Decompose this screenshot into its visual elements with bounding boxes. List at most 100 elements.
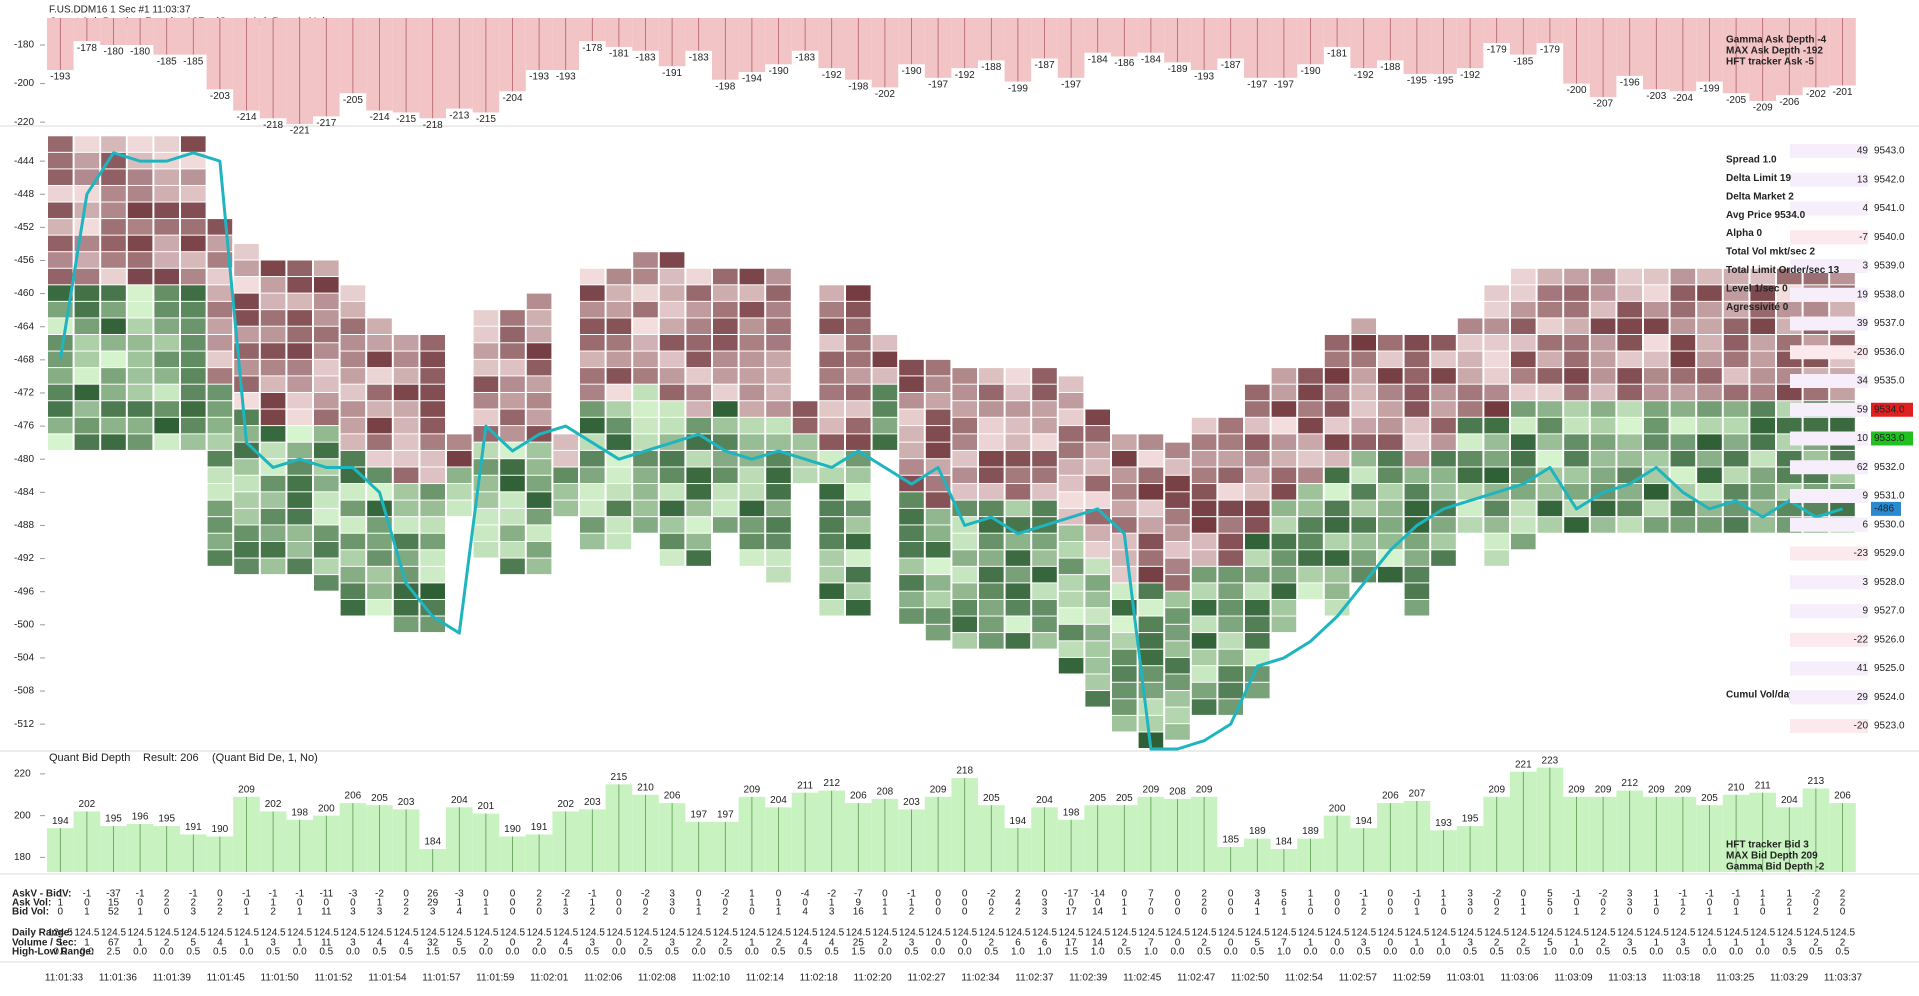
footprint-column [1723,268,1749,533]
footprint-cell [1670,384,1696,401]
y2-tick-label: 9527.0 [1874,606,1905,617]
footprint-cell [739,335,765,351]
footprint-cell [1058,591,1084,608]
footprint-cell [1590,417,1616,434]
footprint-cell [1324,484,1350,500]
footprint-cell [659,467,685,484]
table-cell: 124.5 [1537,928,1562,939]
footprint-cell [633,384,658,401]
footprint-cell [766,351,791,368]
footprint-cell [580,500,605,517]
footprint-cell [1112,467,1137,484]
footprint-cell [925,426,951,442]
table-cell: 124.5 [1112,928,1137,939]
footprint-cell [207,434,233,450]
info-line: Spread 1.0 [1726,155,1777,166]
footprint-cell [1324,500,1350,517]
footprint-cell [1723,401,1749,417]
table-cell: 124.5 [287,928,312,939]
footprint-cell [1351,450,1376,467]
delta-cell [1790,719,1868,733]
footprint-cell [1723,434,1749,450]
table-cell: 1.0 [1543,947,1557,958]
bid-depth-label: 197 [690,810,707,821]
footprint-cell [500,426,525,442]
footprint-cell [686,384,711,401]
ask-depth-label: -192 [822,70,842,81]
footprint-cell [766,566,791,583]
footprint-cell [260,310,286,326]
table-cell: 1.0 [1011,947,1025,958]
footprint-cell [1324,566,1350,583]
delta-value: -20 [1854,347,1869,358]
footprint-cell [526,508,552,525]
footprint-cell [846,301,871,318]
y2-tick-label: 9538.0 [1874,289,1905,300]
footprint-cell [1191,500,1217,517]
time-label: 11:02:27 [907,973,946,984]
footprint-cell [952,368,977,384]
footprint-cell [1830,417,1855,434]
footprint-cell [580,484,605,500]
footprint-cell [1191,467,1217,484]
table-cell: 2 [536,938,542,949]
footprint-cell [766,500,791,517]
footprint-cell [819,533,844,550]
footprint-cell [74,401,100,417]
footprint-cell [1404,566,1430,583]
footprint-cell [500,492,525,508]
table-cell: 2 [1840,898,1846,909]
table-cell: 4 [802,938,808,949]
footprint-cell [1590,368,1616,384]
footprint-cell [181,185,206,202]
footprint-cell [1245,417,1270,434]
table-cell: 1 [1680,898,1686,909]
footprint-cell [979,533,1004,550]
footprint-cell [1723,335,1749,351]
table-cell: 124.5 [154,928,179,939]
footprint-cell [1590,351,1616,368]
table-cell: 124.5 [1138,928,1163,939]
table-cell: 2 [1787,898,1793,909]
delta-cell [1790,402,1868,417]
footprint-cell [1351,566,1376,583]
footprint-cell [1032,599,1057,616]
ask-depth-label: -192 [955,70,975,81]
footprint-cell [766,384,791,401]
table-cell: 0.5 [319,947,333,958]
ask-depth-label: -199 [1008,83,1028,94]
y2-tick-label: 9531.0 [1874,491,1905,502]
footprint-cell [74,368,100,384]
table-cell: 1 [1308,889,1314,900]
footprint-cell [1218,467,1243,484]
footprint-cell [1165,608,1190,624]
footprint-cell [713,450,738,467]
time-label: 11:01:52 [314,973,353,984]
footprint-cell [1723,301,1749,318]
footprint-cell [1697,517,1722,533]
footprint-cell [1245,566,1270,583]
table-cell: 1 [1787,889,1793,900]
footprint-cell [1191,699,1217,715]
footprint-cell [1404,384,1430,401]
footprint-cell [1750,351,1775,368]
footprint-cell [1245,682,1270,699]
footprint-cell [48,252,73,268]
table-cell: 124.5 [793,928,818,939]
footprint-cell [1697,484,1722,500]
footprint-cell [314,293,339,310]
footprint-cell [633,467,658,484]
table-cell: 0.5 [399,947,413,958]
bid-depth-label: 207 [1409,789,1426,800]
footprint-cell [1484,335,1509,351]
footprint-cell [1298,484,1323,500]
footprint-cell [340,599,366,616]
footprint-cell [819,417,844,434]
footprint-cell [48,335,73,351]
table-cell: 124.5 [1617,928,1642,939]
table-cell: 1 [1760,938,1766,949]
table-cell: 2 [1813,907,1819,918]
footprint-cell [686,533,711,550]
footprint-cell [1484,318,1509,334]
footprint-cell [1564,484,1589,500]
